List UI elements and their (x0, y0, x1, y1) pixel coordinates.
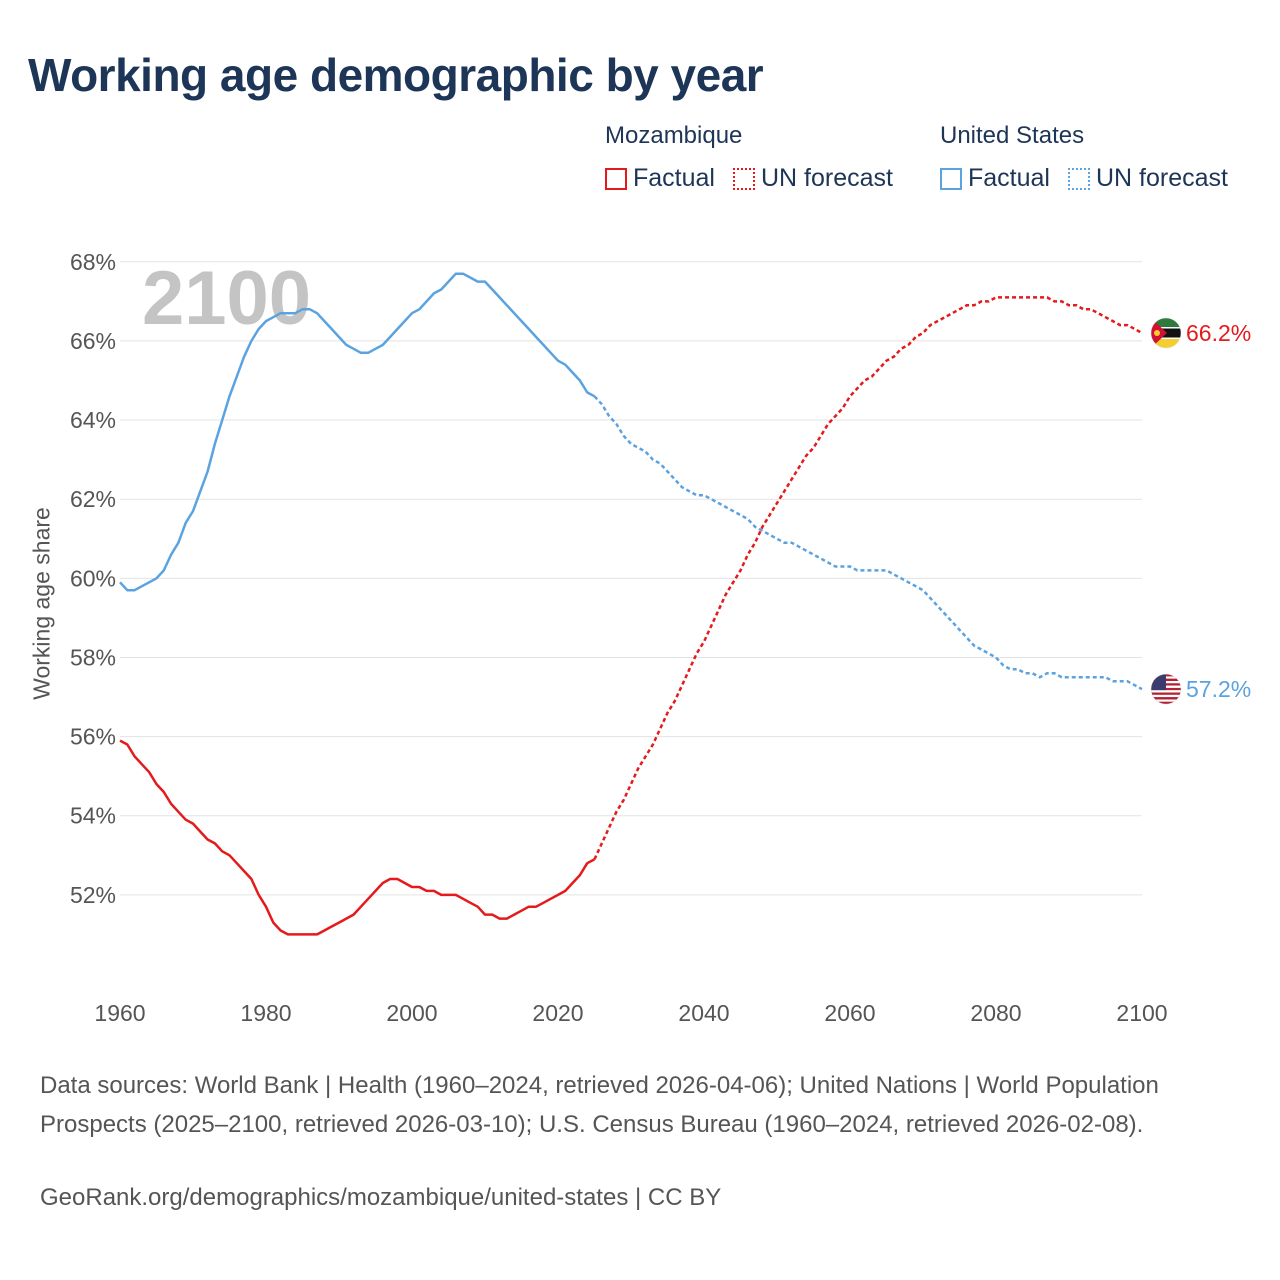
legend-country-label: Mozambique (605, 122, 743, 149)
y-tick-label: 66% (70, 328, 116, 354)
x-tick-label: 2060 (824, 1000, 875, 1026)
chart-title: Working age demographic by year (28, 49, 764, 101)
legend-group-united-states: United States Factual UN forecast (940, 122, 1240, 193)
legend-country-label: United States (940, 122, 1085, 149)
series-line-forecast-mozambique (593, 296, 1143, 860)
y-tick-label: 56% (70, 724, 116, 750)
legend-label: UN forecast (760, 164, 893, 192)
legend-item-mozambique-forecast[interactable]: UN forecast (732, 164, 893, 193)
series-line-factual-mozambique (119, 739, 596, 936)
united-states-flag-icon (1150, 673, 1182, 705)
x-tick-label: 2100 (1116, 1000, 1167, 1026)
end-value-label: 66.2% (1186, 320, 1251, 346)
legend-swatch-dotted (1067, 167, 1090, 190)
x-tick-label: 2020 (532, 1000, 583, 1026)
legend-swatch-solid (940, 167, 962, 190)
legend-item-united-states-factual[interactable]: Factual (940, 164, 1050, 193)
y-tick-label: 64% (70, 407, 116, 433)
end-value-label: 57.2% (1186, 676, 1251, 702)
legend-label: UN forecast (1095, 164, 1228, 192)
x-tick-label: 1980 (240, 1000, 291, 1026)
y-tick-label: 58% (70, 644, 116, 670)
y-tick-label: 60% (70, 565, 116, 591)
y-tick-label: 62% (70, 486, 116, 512)
data-sources: Data sources: World Bank | Health (1960–… (40, 1072, 1159, 1138)
x-tick-label: 2080 (970, 1000, 1021, 1026)
legend-swatch-dotted (732, 167, 755, 190)
legend-item-mozambique-factual[interactable]: Factual (605, 164, 715, 193)
legend-swatch-solid (605, 167, 627, 190)
y-tick-label: 68% (70, 249, 116, 275)
x-tick-label: 2040 (678, 1000, 729, 1026)
x-tick-label: 1960 (94, 1000, 145, 1026)
line-chart: 52% 54% 56% 58% 60% 62% 64% 66% 68% 1960 1980 2000 2… (70, 249, 1251, 1026)
series-line-factual-united-states (119, 272, 596, 592)
y-tick-label: 52% (70, 882, 116, 908)
legend-label: Factual (633, 164, 715, 192)
year-watermark: 2100 (142, 256, 311, 341)
source-url[interactable]: GeoRank.org/demographics/mozambique/unit… (40, 1184, 722, 1211)
y-tick-label: 54% (70, 803, 116, 829)
legend-item-united-states-forecast[interactable]: UN forecast (1067, 164, 1228, 193)
legend-group-mozambique: Mozambique Factual UN forecast (605, 122, 905, 193)
legend-label: Factual (968, 164, 1050, 192)
mozambique-flag-icon (1150, 317, 1182, 349)
x-tick-label: 2000 (386, 1000, 437, 1026)
series-line-forecast-united-states (593, 395, 1143, 691)
